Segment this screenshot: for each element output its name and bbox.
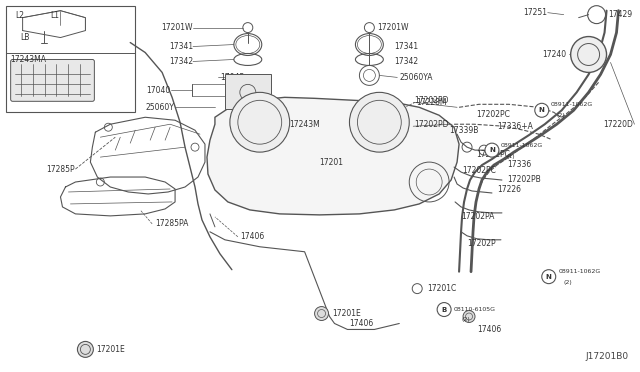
Text: (2): (2) [564, 280, 572, 285]
Circle shape [437, 302, 451, 317]
Text: N: N [489, 147, 495, 153]
Text: 08911-1062G: 08911-1062G [559, 269, 601, 274]
Text: 17429: 17429 [609, 10, 633, 19]
Circle shape [485, 143, 499, 157]
Circle shape [542, 270, 556, 283]
Text: 17202PC: 17202PC [476, 150, 510, 158]
Text: 08110-6105G: 08110-6105G [454, 307, 496, 312]
Text: 17341: 17341 [169, 42, 193, 51]
Text: N: N [546, 274, 552, 280]
Text: LB: LB [20, 33, 30, 42]
Text: 17251: 17251 [523, 8, 547, 17]
Text: 17240: 17240 [543, 50, 566, 59]
Text: (2): (2) [557, 113, 566, 118]
Text: 17202PC: 17202PC [462, 166, 496, 174]
Circle shape [230, 92, 290, 152]
Circle shape [315, 307, 328, 321]
Text: 17202PA: 17202PA [461, 212, 495, 221]
Text: 17220D: 17220D [604, 120, 634, 129]
Text: 17406: 17406 [240, 232, 264, 241]
Text: L2: L2 [15, 11, 25, 20]
Text: 17045: 17045 [220, 73, 244, 82]
Text: 17201E: 17201E [97, 345, 125, 354]
Text: 17201E: 17201E [333, 309, 361, 318]
Text: 17202PB: 17202PB [507, 174, 541, 183]
Circle shape [535, 103, 548, 117]
Text: 17201W: 17201W [378, 23, 409, 32]
Bar [225, 74, 271, 109]
Circle shape [571, 36, 607, 73]
Bar [6, 6, 135, 112]
Text: 17285PA: 17285PA [155, 219, 189, 228]
Text: 17285P: 17285P [46, 164, 74, 174]
Text: 17336+A: 17336+A [497, 122, 533, 131]
Text: (1): (1) [507, 154, 516, 158]
Text: 17336: 17336 [507, 160, 531, 169]
Text: 17341: 17341 [394, 42, 419, 51]
Text: 08911-1062G: 08911-1062G [551, 102, 593, 107]
Text: 17342: 17342 [169, 57, 193, 66]
Circle shape [463, 311, 475, 323]
Text: 17342: 17342 [394, 57, 419, 66]
Text: 17201C: 17201C [427, 284, 456, 293]
Text: 17201: 17201 [319, 158, 344, 167]
Text: (2): (2) [461, 317, 470, 322]
Text: 17243M: 17243M [290, 120, 321, 129]
Text: 17202PD: 17202PD [414, 120, 449, 129]
Text: 17406: 17406 [349, 319, 374, 328]
Text: 17202PC: 17202PC [476, 110, 510, 119]
Text: 17202P: 17202P [467, 239, 495, 248]
FancyBboxPatch shape [11, 60, 94, 101]
Text: 25060YA: 25060YA [399, 73, 433, 82]
Text: 17201W: 17201W [161, 23, 193, 32]
Text: 17339B: 17339B [449, 126, 479, 135]
Text: 25060Y: 25060Y [145, 103, 174, 112]
Text: 17406: 17406 [477, 325, 501, 334]
Text: 17243MA: 17243MA [11, 55, 47, 64]
Text: L1: L1 [51, 11, 60, 20]
Text: 08911-1062G: 08911-1062G [501, 142, 543, 148]
Circle shape [77, 341, 93, 357]
Text: J17201B0: J17201B0 [586, 352, 628, 361]
Text: 17226: 17226 [497, 186, 521, 195]
Text: 17040: 17040 [146, 86, 170, 95]
Text: 17228M: 17228M [416, 98, 447, 107]
Text: 17202PD: 17202PD [414, 96, 449, 105]
Polygon shape [207, 97, 459, 215]
Text: B: B [442, 307, 447, 312]
Text: N: N [539, 107, 545, 113]
Circle shape [349, 92, 409, 152]
